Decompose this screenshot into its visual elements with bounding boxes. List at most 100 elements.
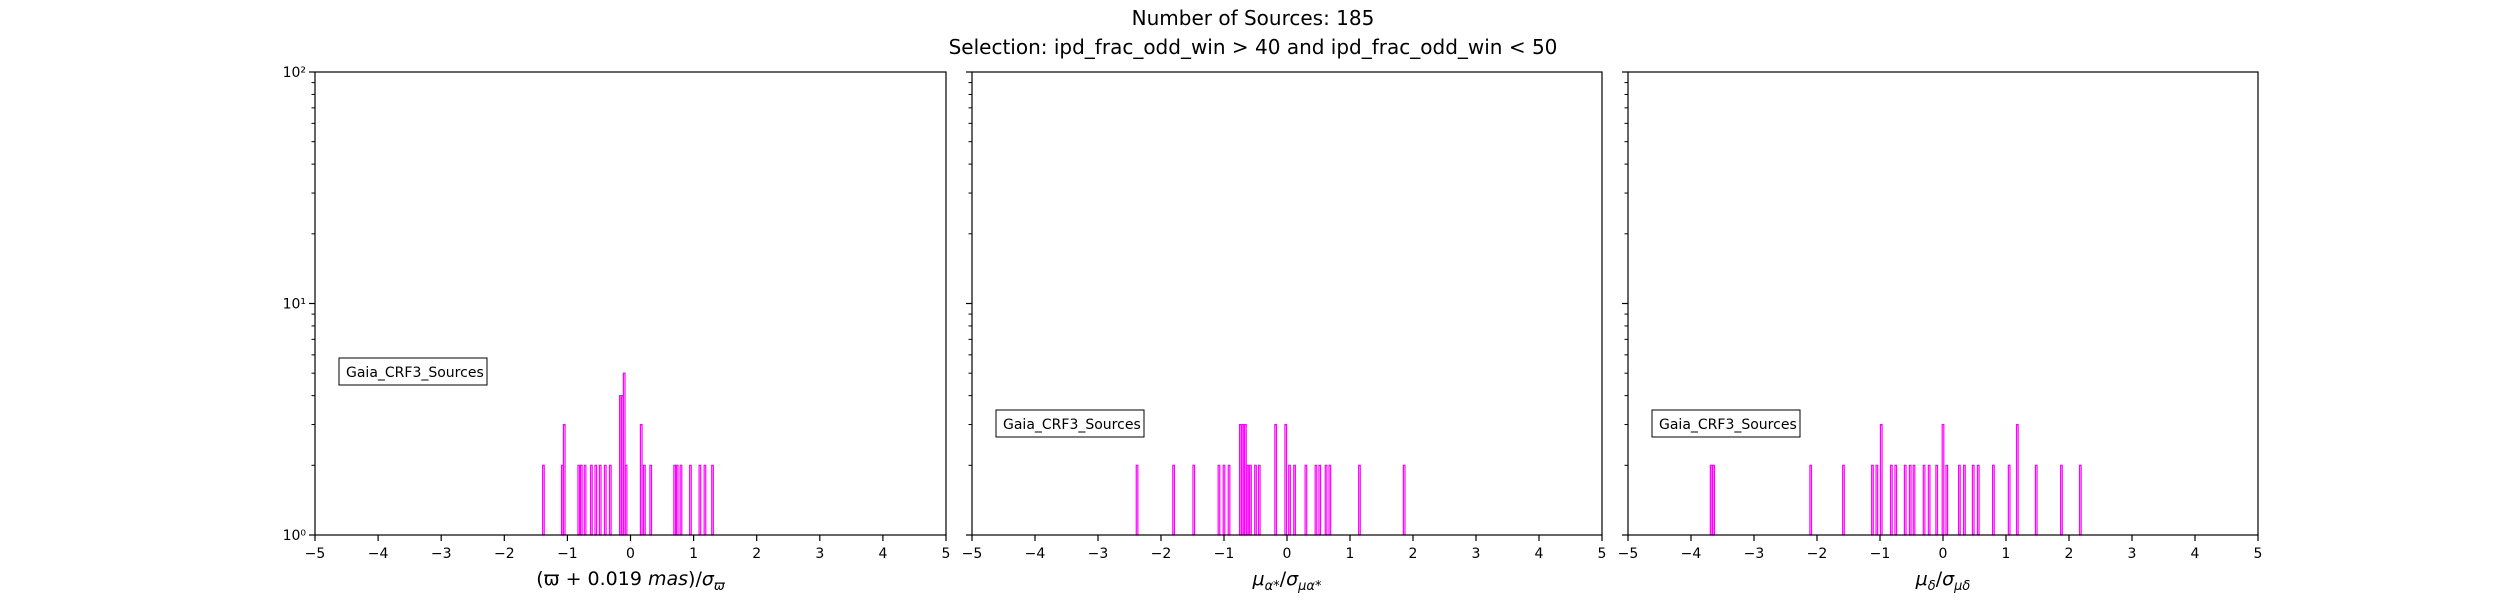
legend-label: Gaia_CRF3_Sources	[1003, 417, 1141, 433]
histogram-bar	[1324, 464, 1328, 536]
legend-label: Gaia_CRF3_Sources	[1659, 417, 1797, 433]
legend: Gaia_CRF3_Sources	[995, 409, 1145, 438]
histogram-bar	[1304, 464, 1308, 536]
histogram-bar	[603, 464, 607, 536]
histogram-bar	[598, 464, 602, 536]
y-tick-label: 10¹	[283, 297, 306, 313]
histogram-bar	[703, 464, 707, 536]
x-tick-label: 4	[878, 546, 887, 562]
x-axis-label: (ϖ + 0.019 mas)/σϖ	[536, 568, 726, 594]
histogram-bar	[1217, 464, 1221, 536]
histogram-bar	[1712, 464, 1716, 536]
histogram-bar	[1927, 464, 1931, 536]
histogram-bar	[2015, 423, 2019, 536]
histogram-bar	[542, 464, 545, 536]
axes-frame	[314, 71, 947, 536]
histogram-bar	[608, 464, 612, 536]
histogram-bar	[1254, 464, 1257, 536]
x-tick-label: 3	[815, 546, 824, 562]
figure-subtitle: Selection: ipd_frac_odd_win > 40 and ipd…	[949, 35, 1558, 59]
histogram-bar	[1241, 423, 1245, 536]
histogram-bar	[1971, 464, 1975, 536]
pmra-histogram-panel: −5 −4 −3 −2 −1 0 1 2 3 4 5 μα*/σμα* Gaia_CRF3_Source…	[962, 71, 1606, 594]
histogram-bar	[675, 464, 679, 536]
legend-box	[995, 409, 1145, 438]
histogram-bar	[1941, 423, 1945, 536]
histogram-bar	[1293, 464, 1296, 536]
histogram-bar	[1912, 464, 1916, 536]
x-tick-label: −2	[1807, 546, 1828, 562]
legend-box	[1651, 409, 1801, 438]
histogram-bar	[1963, 464, 1966, 536]
axes-frame	[1627, 71, 2259, 536]
x-axis-label: μδ/σμδ	[1915, 568, 1971, 594]
x-tick-label: −5	[1618, 546, 1639, 562]
x-tick-label: −3	[1744, 546, 1765, 562]
histogram-bar	[1908, 464, 1912, 536]
histogram-bar	[1314, 464, 1318, 536]
histogram-bar	[639, 423, 643, 536]
histogram-bar	[583, 464, 587, 536]
histogram-bar	[1879, 423, 1883, 536]
x-tick-label: 2	[1409, 546, 1418, 562]
histogram-bar	[1809, 464, 1813, 536]
histogram-bar	[1903, 464, 1907, 536]
histogram-bar	[1894, 464, 1898, 536]
histogram-bar	[1871, 464, 1874, 536]
histogram-bar	[1945, 464, 1949, 536]
x-tick-label: −5	[305, 546, 326, 562]
histogram-bar	[1135, 464, 1139, 536]
y-tick-label: 10²	[283, 65, 306, 81]
histogram-bar	[1284, 423, 1288, 536]
legend-box	[338, 357, 488, 386]
x-tick-label: 0	[1283, 546, 1292, 562]
histogram-bar	[649, 464, 653, 536]
x-tick-label: 4	[2191, 546, 2200, 562]
figure-title: Number of Sources: 185	[1132, 6, 1375, 30]
histogram-bar	[2007, 464, 2011, 536]
histogram-bar	[1257, 464, 1261, 536]
histogram-bar	[1842, 464, 1845, 536]
histogram-bar	[1991, 464, 1995, 536]
legend-label: Gaia_CRF3_Sources	[346, 365, 484, 381]
x-tick-label: −3	[431, 546, 452, 562]
x-tick-label: 2	[2065, 546, 2074, 562]
histogram-bar	[1249, 464, 1252, 536]
histogram-bar	[1709, 464, 1713, 536]
x-tick-label: 2	[752, 546, 761, 562]
histogram-bar	[1889, 464, 1893, 536]
x-tick-label: −3	[1088, 546, 1109, 562]
histogram-bar	[698, 464, 702, 536]
histogram-bar	[2078, 464, 2082, 536]
x-tick-label: −2	[494, 546, 515, 562]
histogram-bar	[1227, 464, 1231, 536]
histogram-bar	[1976, 464, 1980, 536]
histogram-bar	[689, 464, 692, 536]
histogram-bar	[1192, 464, 1196, 536]
histogram-bar	[711, 464, 714, 536]
x-tick-label: −1	[557, 546, 578, 562]
histogram-bar	[1238, 423, 1242, 536]
histogram-bar	[1288, 464, 1291, 536]
histogram-bar	[589, 464, 593, 536]
x-tick-label: 5	[942, 546, 951, 562]
histogram-bar	[2060, 464, 2063, 536]
x-axis-label: μα*/σμα*	[1252, 568, 1322, 594]
histogram-bar	[1358, 464, 1361, 536]
histogram-bar	[673, 464, 677, 536]
histogram-bar	[562, 423, 566, 536]
histogram-bar	[1875, 464, 1879, 536]
histogram-bar	[624, 464, 628, 536]
histogram-bar	[577, 464, 581, 536]
histogram-bar	[679, 464, 683, 536]
histogram-bar	[1402, 464, 1406, 536]
x-tick-label: −5	[962, 546, 983, 562]
histogram-bar	[1318, 464, 1322, 536]
histogram-bar	[1244, 423, 1247, 536]
legend: Gaia_CRF3_Sources	[338, 357, 488, 386]
x-tick-label: 1	[2002, 546, 2011, 562]
x-tick-label: −1	[1214, 546, 1235, 562]
legend: Gaia_CRF3_Sources	[1651, 409, 1801, 438]
y-tick-label: 10⁰	[283, 528, 307, 544]
